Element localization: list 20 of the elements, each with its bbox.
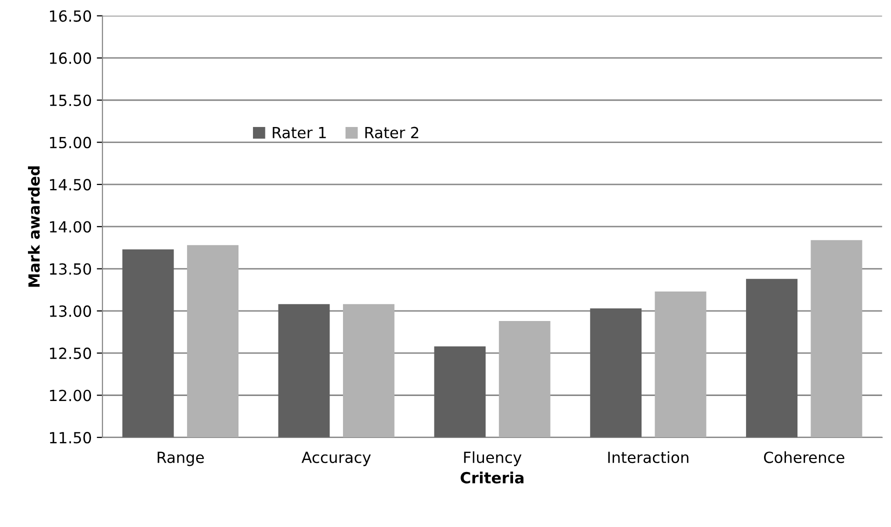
x-tick-label: Fluency [464, 451, 522, 466]
legend-label: Rater 1 [272, 127, 326, 138]
x-tick-label: Interaction [608, 451, 688, 464]
y-tick-label: 12.50 [50, 348, 92, 360]
y-tick-label: 11.50 [50, 432, 92, 444]
y-tick-label: 12.00 [50, 390, 92, 402]
y-tick-label: 14.00 [50, 221, 92, 233]
legend-label: Rater 2 [365, 126, 418, 138]
y-tick-label: 16.50 [50, 10, 92, 22]
x-tick-label: Coherence [764, 451, 844, 464]
y-axis-title: Mark awarded [28, 166, 40, 287]
x-tick-label: Accuracy [302, 452, 371, 466]
x-axis-title: Criteria [460, 472, 524, 484]
y-tick-label: 14.50 [50, 178, 92, 190]
x-tick-label: Range [158, 452, 204, 466]
y-tick-label: 16.00 [50, 52, 92, 64]
y-tick-label: 13.50 [50, 263, 92, 275]
y-tick-label: 15.50 [50, 94, 92, 106]
y-tick-label: 15.00 [50, 136, 92, 148]
y-tick-label: 13.00 [50, 305, 92, 317]
